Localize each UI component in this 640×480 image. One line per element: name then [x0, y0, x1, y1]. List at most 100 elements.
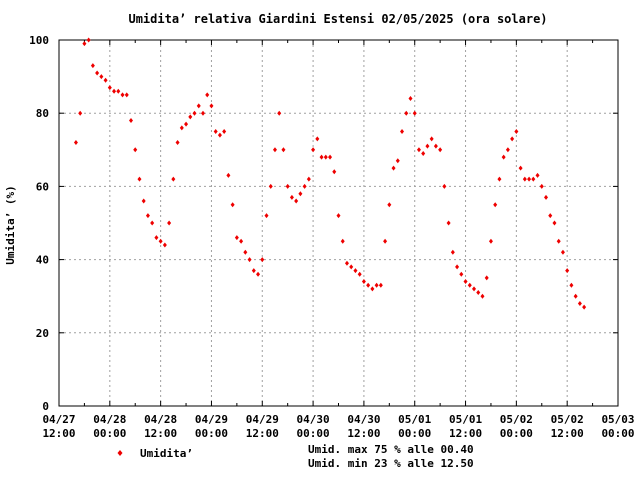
data-point: [209, 103, 214, 109]
x-tick-time: 12:00: [347, 427, 380, 440]
data-point: [361, 279, 366, 285]
data-point: [539, 183, 544, 189]
x-tick-time: 12:00: [449, 427, 482, 440]
data-point: [150, 220, 155, 226]
data-point: [82, 41, 87, 47]
data-point: [472, 286, 477, 292]
x-tick-date: 04/30: [297, 413, 330, 426]
data-point: [383, 238, 388, 244]
data-point: [107, 85, 112, 91]
y-tick-label: 0: [42, 400, 49, 413]
data-point: [501, 154, 506, 160]
y-axis-ticks: 0 20 40 60 80 100: [29, 34, 618, 413]
chart-title: Umidita’ relativa Giardini Estensi 02/05…: [128, 12, 547, 26]
data-point: [484, 275, 489, 281]
x-tick-time: 12:00: [144, 427, 177, 440]
x-tick-date: 05/02: [500, 413, 533, 426]
data-point: [230, 202, 235, 208]
data-point: [573, 293, 578, 299]
data-point: [535, 172, 540, 178]
data-point: [188, 114, 193, 120]
data-point: [78, 110, 83, 116]
data-point: [569, 282, 574, 288]
data-point: [73, 139, 78, 145]
data-point: [103, 77, 108, 83]
data-point: [226, 172, 231, 178]
data-point: [560, 249, 565, 255]
data-point: [116, 88, 121, 94]
data-point: [476, 290, 481, 296]
x-tick-date: 04/28: [93, 413, 126, 426]
y-tick-label: 100: [29, 34, 49, 47]
data-point: [112, 88, 117, 94]
data-point: [400, 129, 405, 134]
data-point: [514, 129, 519, 134]
data-point: [86, 37, 91, 43]
x-tick-time: 00:00: [601, 427, 634, 440]
x-tick-time: 12:00: [42, 427, 75, 440]
y-tick-label: 40: [36, 254, 49, 267]
data-point: [416, 147, 421, 153]
x-tick-date: 04/27: [42, 413, 75, 426]
data-point: [158, 238, 163, 244]
data-point: [582, 304, 587, 310]
data-point: [336, 213, 341, 219]
data-point: [353, 268, 358, 274]
data-point: [374, 282, 379, 288]
data-point: [205, 92, 210, 98]
data-point: [522, 176, 527, 182]
x-tick-date: 05/01: [449, 413, 482, 426]
y-tick-label: 20: [36, 327, 49, 340]
data-point: [505, 147, 510, 153]
data-point: [548, 213, 553, 219]
data-point: [200, 110, 205, 116]
data-point: [323, 154, 328, 160]
data-point: [552, 220, 557, 226]
data-point: [256, 271, 261, 277]
legend-label: Umidita’: [140, 447, 193, 460]
data-point: [480, 293, 485, 299]
data-point: [463, 279, 468, 285]
data-point: [340, 238, 345, 244]
x-tick-time: 00:00: [500, 427, 533, 440]
data-point: [95, 70, 100, 76]
data-point: [395, 158, 400, 164]
data-point: [133, 147, 138, 153]
data-point: [518, 165, 523, 171]
data-point: [315, 136, 320, 142]
y-tick-label: 80: [36, 107, 49, 120]
y-axis-label: Umidita’ (%): [4, 185, 17, 264]
data-point: [421, 150, 426, 156]
data-point: [349, 264, 354, 270]
data-point: [433, 143, 438, 149]
data-point: [145, 213, 150, 219]
plot-frame: [58, 39, 619, 407]
data-points: [73, 37, 587, 310]
data-point: [455, 264, 460, 270]
min-annotation: Umid. min 23 % alle 12.50: [308, 457, 474, 470]
data-point: [222, 129, 227, 134]
data-point: [171, 176, 176, 182]
data-point: [306, 176, 311, 182]
x-tick-date: 05/01: [398, 413, 431, 426]
data-point: [247, 257, 252, 263]
data-point: [154, 235, 159, 241]
data-point: [294, 198, 299, 204]
y-tick-label: 60: [36, 180, 49, 193]
data-point: [357, 271, 362, 277]
data-point: [99, 74, 104, 80]
data-point: [162, 242, 167, 248]
x-tick-time: 00:00: [297, 427, 330, 440]
x-tick-time: 00:00: [195, 427, 228, 440]
data-point: [90, 63, 95, 69]
data-point: [137, 176, 142, 182]
x-tick-time: 12:00: [551, 427, 584, 440]
data-point: [332, 169, 337, 175]
data-point: [272, 147, 277, 153]
data-point: [497, 176, 502, 182]
data-point: [260, 257, 265, 263]
data-point: [196, 103, 201, 109]
data-point: [311, 147, 316, 153]
data-point: [412, 110, 417, 116]
